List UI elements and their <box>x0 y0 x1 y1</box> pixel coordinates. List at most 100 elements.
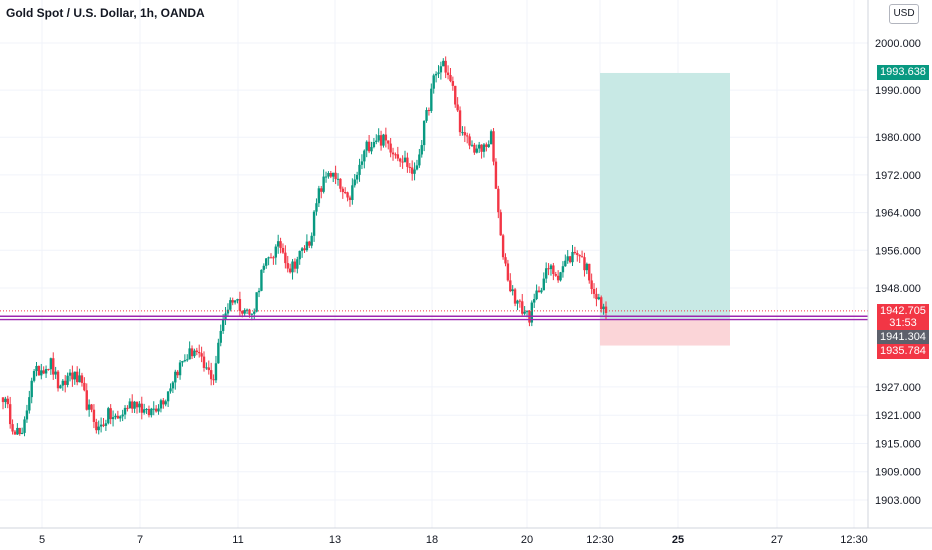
candle-body <box>401 161 404 163</box>
candle-body <box>248 309 251 315</box>
candle-body <box>480 144 483 152</box>
candle-body <box>32 371 36 381</box>
candle-body <box>13 431 17 435</box>
candle-body <box>410 167 414 174</box>
candle-body <box>238 298 242 311</box>
candle-body <box>449 75 452 82</box>
candle-body <box>68 372 72 376</box>
candle-body <box>66 375 69 385</box>
candle-body <box>329 172 333 177</box>
candle-body <box>578 254 581 257</box>
candle-body <box>336 178 340 180</box>
candle-body <box>571 251 574 263</box>
position-zones <box>600 72 730 346</box>
candle-body <box>59 385 62 389</box>
candle-body <box>343 192 347 194</box>
candle-body <box>334 172 337 179</box>
candle-body <box>604 306 608 313</box>
candle-body <box>535 290 538 300</box>
candle-body <box>183 360 187 362</box>
candle-body <box>267 257 270 259</box>
profit-zone[interactable] <box>600 72 730 320</box>
candle-body <box>298 250 301 260</box>
candle-body <box>166 391 170 402</box>
candle-body <box>159 400 163 409</box>
candle-body <box>104 423 108 426</box>
candle-body <box>178 362 182 376</box>
price-tick-label: 1921.000 <box>875 410 921 422</box>
candle-body <box>99 424 103 427</box>
candle-body <box>300 248 304 251</box>
candle-body <box>176 371 179 376</box>
candle-body <box>492 131 495 162</box>
candle-body <box>355 174 359 180</box>
chart-title: Gold Spot / U.S. Dollar, 1h, OANDA <box>6 6 205 20</box>
candle-body <box>332 172 335 177</box>
candle-body <box>583 257 586 271</box>
candle-body <box>193 350 196 357</box>
candle-body <box>468 136 471 146</box>
candle-body <box>590 280 593 290</box>
take-profit-price-label: 1993.638 <box>877 65 929 80</box>
candle-body <box>286 263 289 269</box>
candle-body <box>95 421 98 431</box>
candle-body <box>315 203 318 212</box>
candle-body <box>430 88 433 111</box>
time-tick-label: 13 <box>329 534 341 546</box>
price-tick-label: 1903.000 <box>875 495 921 507</box>
candle-body <box>425 110 428 121</box>
candle-body <box>157 408 160 412</box>
loss-zone[interactable] <box>600 319 730 346</box>
time-tick-label: 11 <box>232 534 243 546</box>
candle-body <box>8 404 12 425</box>
candle-body <box>303 248 306 251</box>
candle-body <box>255 292 258 312</box>
candle-body <box>85 390 88 410</box>
candle-body <box>310 235 313 246</box>
candle-body <box>138 403 141 408</box>
candle-body <box>102 424 105 426</box>
candle-body <box>257 290 261 293</box>
candle-body <box>504 257 507 264</box>
candle-body <box>533 299 536 303</box>
currency-button[interactable]: USD <box>889 4 919 24</box>
candle-body <box>162 400 165 405</box>
candle-body <box>181 361 184 363</box>
horizontal-levels <box>0 310 868 321</box>
candle-body <box>403 157 407 162</box>
candle-body <box>28 397 31 411</box>
candle-body <box>25 410 29 420</box>
time-tick-label: 27 <box>771 534 783 546</box>
candle-body <box>217 342 220 364</box>
time-tick-label: 18 <box>426 534 438 546</box>
candle-body <box>188 348 191 360</box>
price-axis[interactable]: 2000.000 1990.000 1980.000 1972.000 1964.000… <box>875 38 921 507</box>
candle-body <box>231 300 234 303</box>
candle-body <box>169 388 172 392</box>
candle-body <box>128 401 132 409</box>
candle-body <box>52 358 55 375</box>
candle-body <box>293 261 297 269</box>
price-tick-label: 1927.000 <box>875 382 921 394</box>
candle-body <box>573 251 577 254</box>
candle-body <box>186 359 189 361</box>
candle-body <box>109 408 112 420</box>
candle-body <box>360 161 364 165</box>
candle-body <box>446 72 450 76</box>
candle-body <box>595 293 598 300</box>
candle-body <box>320 188 323 192</box>
candle-body <box>190 348 194 357</box>
candle-body <box>291 261 294 273</box>
price-tick-label: 1964.000 <box>875 208 921 220</box>
candle-body <box>576 253 579 255</box>
candle-body <box>16 427 19 435</box>
time-tick-label: 20 <box>521 534 533 546</box>
candle-body <box>391 152 395 155</box>
candle-body <box>209 370 213 380</box>
candle-body <box>439 66 443 73</box>
time-axis[interactable]: 5 7 11 13 18 20 12:30 25 27 12:30 <box>39 534 868 546</box>
stop-loss-price-label: 1935.784 <box>877 344 929 359</box>
price-tick-label: 1909.000 <box>875 467 921 479</box>
candle-body <box>260 269 263 291</box>
